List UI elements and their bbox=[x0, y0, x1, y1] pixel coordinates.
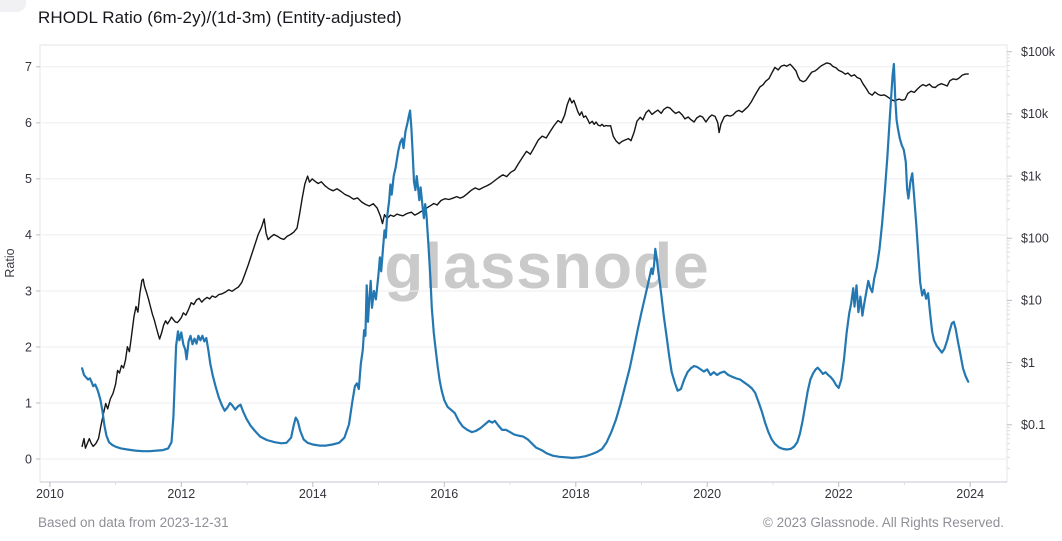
x-tick-label: 2020 bbox=[693, 487, 721, 501]
x-tick-label: 2016 bbox=[430, 487, 458, 501]
plot-frame bbox=[39, 44, 1008, 483]
x-tick-label: 2010 bbox=[36, 487, 64, 501]
right-tick-label: $10 bbox=[1021, 294, 1042, 308]
left-tick-label: 0 bbox=[25, 452, 32, 466]
grid-lines bbox=[41, 66, 1006, 460]
chart-title: RHODL Ratio (6m-2y)/(1d-3m) (Entity-adju… bbox=[38, 8, 402, 27]
right-tick-label: $10k bbox=[1021, 107, 1049, 121]
left-tick-label: 3 bbox=[25, 284, 32, 298]
price-line bbox=[81, 62, 969, 449]
x-tick-label: 2024 bbox=[956, 487, 984, 501]
rhodl-ratio-line bbox=[81, 62, 970, 459]
right-tick-label: $1k bbox=[1021, 169, 1042, 183]
right-tick-label: $100 bbox=[1021, 232, 1049, 246]
right-tick-label: $0.1 bbox=[1021, 418, 1045, 432]
series-lines bbox=[81, 62, 970, 459]
x-tick-label: 2014 bbox=[299, 487, 327, 501]
left-tick-label: 5 bbox=[25, 172, 32, 186]
data-source-note: Based on data from 2023-12-31 bbox=[38, 515, 229, 530]
x-tick-label: 2018 bbox=[562, 487, 590, 501]
x-tick-label: 2022 bbox=[825, 487, 853, 501]
left-tick-label: 6 bbox=[25, 116, 32, 130]
copyright-notice: © 2023 Glassnode. All Rights Reserved. bbox=[762, 515, 1004, 530]
right-tick-label: $1 bbox=[1021, 356, 1035, 370]
page-corner-artifact bbox=[0, 0, 26, 12]
left-axis-title: Ratio bbox=[3, 248, 17, 277]
left-tick-label: 7 bbox=[25, 60, 32, 74]
axis-ticks-and-labels: 2010 2012 2014 2016 2018 2020 2022 2024 0 1 2 3 4 5 6 7… bbox=[25, 45, 1056, 501]
right-tick-label: $100k bbox=[1021, 45, 1056, 59]
plot-border bbox=[39, 44, 1008, 483]
x-tick-label: 2012 bbox=[167, 487, 195, 501]
left-tick-label: 4 bbox=[25, 228, 32, 242]
left-tick-label: 1 bbox=[25, 396, 32, 410]
left-tick-label: 2 bbox=[25, 340, 32, 354]
